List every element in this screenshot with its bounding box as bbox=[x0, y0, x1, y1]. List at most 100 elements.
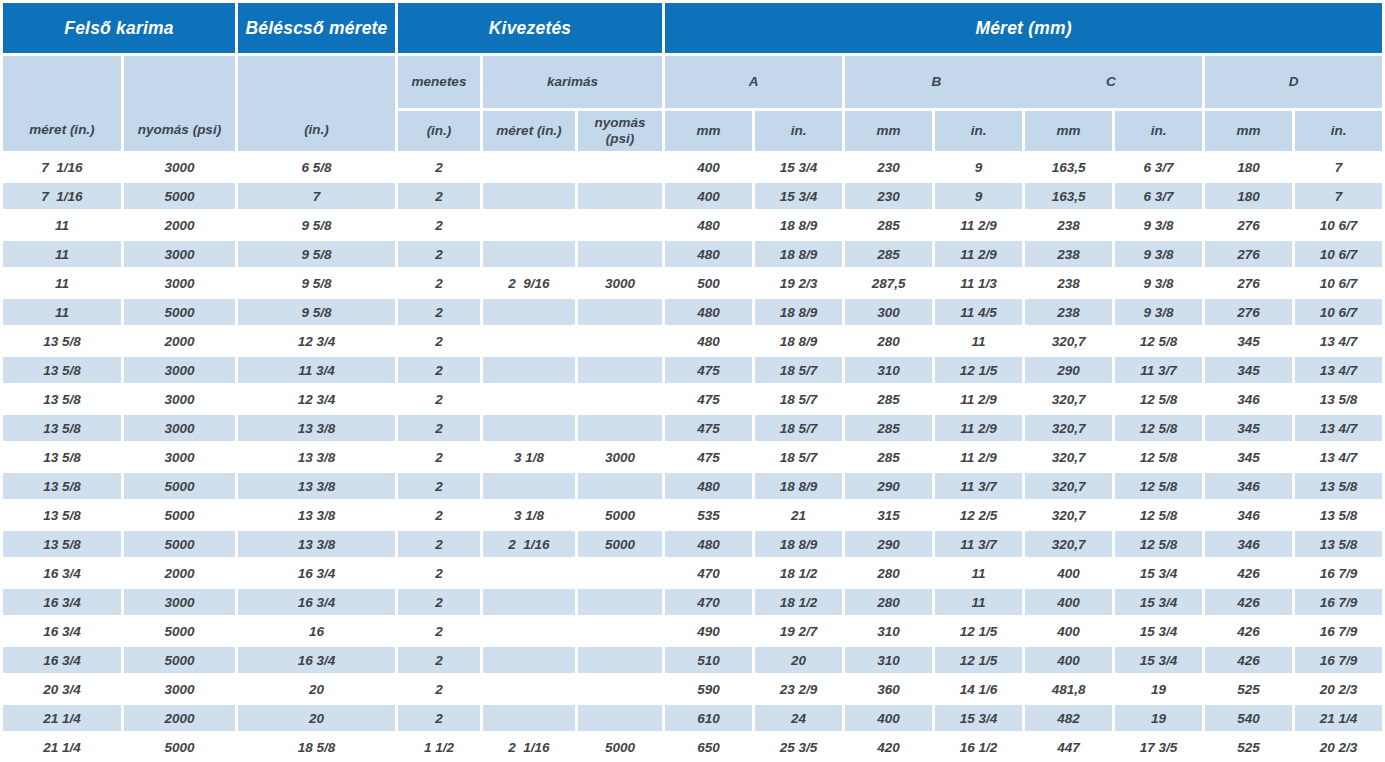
header-felso-karima: Felső karima bbox=[3, 3, 235, 53]
table-cell: 400 bbox=[1025, 589, 1112, 615]
table-cell: 475 bbox=[665, 415, 752, 441]
table-cell: 535 bbox=[665, 502, 752, 528]
table-cell: 320,7 bbox=[1025, 328, 1112, 354]
table-cell: 3 1/8 bbox=[483, 502, 575, 528]
table-cell: 610 bbox=[665, 705, 752, 731]
table-cell: 315 bbox=[845, 502, 932, 528]
table-cell: 11 bbox=[935, 589, 1022, 615]
table-cell: 9 3/8 bbox=[1115, 241, 1202, 267]
table-cell: 480 bbox=[665, 212, 752, 238]
table-cell: 287,5 bbox=[845, 270, 932, 296]
table-cell: 12 5/8 bbox=[1115, 386, 1202, 412]
table-cell: 470 bbox=[665, 560, 752, 586]
table-cell: 13 5/8 bbox=[1295, 531, 1382, 557]
header-d-mm: mm bbox=[1205, 111, 1292, 151]
table-cell: 3000 bbox=[578, 444, 662, 470]
table-row: 13 5/8500013 3/822 1/16500048018 8/92901… bbox=[3, 531, 1382, 557]
table-cell: 2 bbox=[398, 328, 480, 354]
table-cell bbox=[578, 705, 662, 731]
table-cell: 21 bbox=[755, 502, 842, 528]
table-cell: 2000 bbox=[124, 212, 235, 238]
table-cell: 11 1/3 bbox=[935, 270, 1022, 296]
table-cell: 238 bbox=[1025, 299, 1112, 325]
table-cell: 345 bbox=[1205, 357, 1292, 383]
table-cell: 2000 bbox=[124, 705, 235, 731]
table-cell: 10 6/7 bbox=[1295, 241, 1382, 267]
table-cell: 420 bbox=[845, 734, 932, 760]
table-cell bbox=[578, 241, 662, 267]
table-cell: 13 3/8 bbox=[238, 531, 395, 557]
table-row: 1130009 5/8248018 8/928511 2/92389 3/827… bbox=[3, 241, 1382, 267]
table-cell: 18 8/9 bbox=[755, 531, 842, 557]
table-cell: 290 bbox=[845, 531, 932, 557]
table-cell: 13 3/8 bbox=[238, 415, 395, 441]
table-cell: 525 bbox=[1205, 734, 1292, 760]
table-cell: 12 1/5 bbox=[935, 357, 1022, 383]
table-cell: 7 bbox=[1295, 154, 1382, 180]
table-cell: 11 2/9 bbox=[935, 212, 1022, 238]
table-cell: 7 1/16 bbox=[3, 154, 121, 180]
table-cell: 320,7 bbox=[1025, 502, 1112, 528]
header-meret-mm: Méret (mm) bbox=[665, 3, 1382, 53]
table-cell: 18 5/7 bbox=[755, 386, 842, 412]
table-cell: 2 bbox=[398, 473, 480, 499]
table-cell: 480 bbox=[665, 531, 752, 557]
table-cell bbox=[483, 212, 575, 238]
table-cell bbox=[483, 647, 575, 673]
table-cell: 17 3/5 bbox=[1115, 734, 1202, 760]
table-cell: 11 bbox=[3, 212, 121, 238]
table-row: 1130009 5/822 9/16300050019 2/3287,511 1… bbox=[3, 270, 1382, 296]
table-cell: 400 bbox=[1025, 560, 1112, 586]
table-cell: 2 bbox=[398, 444, 480, 470]
table-cell: 11 3/7 bbox=[935, 531, 1022, 557]
table-cell: 475 bbox=[665, 444, 752, 470]
table-cell: 2 bbox=[398, 705, 480, 731]
table-cell: 11 2/9 bbox=[935, 444, 1022, 470]
table-cell: 16 7/9 bbox=[1295, 647, 1382, 673]
table-cell: 15 3/4 bbox=[1115, 589, 1202, 615]
table-cell bbox=[483, 299, 575, 325]
table-cell: 11 4/5 bbox=[935, 299, 1022, 325]
table-cell: 320,7 bbox=[1025, 415, 1112, 441]
table-cell: 238 bbox=[1025, 241, 1112, 267]
table-cell: 163,5 bbox=[1025, 154, 1112, 180]
header-karimas: karimás bbox=[483, 56, 662, 108]
table-cell: 12 1/5 bbox=[935, 618, 1022, 644]
table-cell: 6 5/8 bbox=[238, 154, 395, 180]
table-cell: 180 bbox=[1205, 154, 1292, 180]
table-cell: 13 4/7 bbox=[1295, 444, 1382, 470]
table-cell: 11 bbox=[935, 328, 1022, 354]
table-cell: 3000 bbox=[124, 386, 235, 412]
table-cell: 238 bbox=[1025, 270, 1112, 296]
header-dim-a: A bbox=[665, 56, 842, 108]
table-row: 21 1/4500018 5/81 1/22 1/16500065025 3/5… bbox=[3, 734, 1382, 760]
table-cell: 20 3/4 bbox=[3, 676, 121, 702]
table-cell: 21 1/4 bbox=[1295, 705, 1382, 731]
table-cell: 13 4/7 bbox=[1295, 415, 1382, 441]
table-cell: 6 3/7 bbox=[1115, 154, 1202, 180]
table-cell bbox=[578, 647, 662, 673]
table-cell: 3000 bbox=[124, 444, 235, 470]
table-cell: 276 bbox=[1205, 270, 1292, 296]
table-cell: 13 4/7 bbox=[1295, 328, 1382, 354]
table-cell bbox=[483, 154, 575, 180]
table-cell: 16 3/4 bbox=[238, 647, 395, 673]
table-cell: 11 3/7 bbox=[1115, 357, 1202, 383]
table-cell: 19 bbox=[1115, 676, 1202, 702]
table-cell bbox=[578, 589, 662, 615]
table-cell: 11 bbox=[935, 560, 1022, 586]
table-cell: 11 bbox=[3, 299, 121, 325]
table-cell: 163,5 bbox=[1025, 183, 1112, 209]
table-cell: 2 bbox=[398, 357, 480, 383]
table-cell: 280 bbox=[845, 328, 932, 354]
header-belescso-merete: Béléscső mérete bbox=[238, 3, 395, 53]
table-cell: 12 5/8 bbox=[1115, 502, 1202, 528]
table-cell: 9 5/8 bbox=[238, 299, 395, 325]
table-cell: 2 bbox=[398, 560, 480, 586]
table-cell bbox=[483, 473, 575, 499]
table-cell bbox=[483, 618, 575, 644]
table-cell bbox=[483, 589, 575, 615]
table-cell: 11 2/9 bbox=[935, 241, 1022, 267]
header-menetes-in: (in.) bbox=[398, 111, 480, 151]
table-cell: 345 bbox=[1205, 415, 1292, 441]
